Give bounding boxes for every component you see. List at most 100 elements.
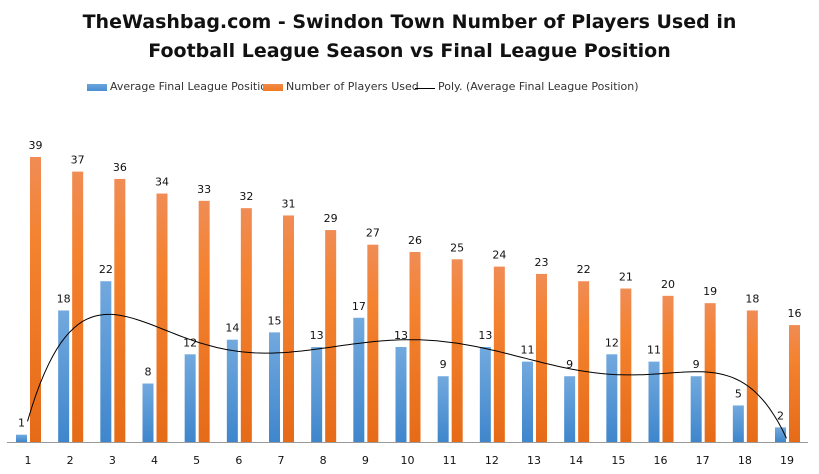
data-label: 15 xyxy=(268,314,282,327)
bar-players-used xyxy=(283,215,294,442)
x-tick-label: 3 xyxy=(109,454,116,467)
bar-average-position xyxy=(479,347,491,442)
bar-average-position xyxy=(269,332,280,442)
data-label: 20 xyxy=(661,278,675,291)
legend-swatch-line xyxy=(415,88,435,89)
x-tick-label: 14 xyxy=(569,454,583,467)
bar-average-position xyxy=(775,427,786,442)
bar-players-used xyxy=(746,310,758,442)
x-tick-label: 8 xyxy=(320,454,327,467)
legend-item-trendline: Poly. (Average Final League Position) xyxy=(415,80,639,93)
data-label: 29 xyxy=(324,212,338,225)
data-label: 12 xyxy=(183,336,197,349)
bar-average-position xyxy=(184,354,196,442)
x-tick-label: 11 xyxy=(443,454,457,467)
bar-average-position xyxy=(353,317,365,442)
bar-average-position xyxy=(16,434,27,442)
bar-average-position xyxy=(522,361,533,442)
x-tick-label: 9 xyxy=(362,454,369,467)
bar-players-used xyxy=(620,288,632,442)
legend-item-average-position: Average Final League Position xyxy=(87,80,274,93)
data-label: 39 xyxy=(29,139,43,152)
data-label: 12 xyxy=(605,336,619,349)
data-label: 22 xyxy=(577,263,591,276)
chart-title-line-1: TheWashbag.com - Swindon Town Number of … xyxy=(82,11,737,33)
data-label: 14 xyxy=(225,322,239,335)
legend-label: Average Final League Position xyxy=(110,80,275,93)
data-label: 24 xyxy=(492,249,506,262)
bar-average-position xyxy=(732,405,744,442)
data-label: 31 xyxy=(282,197,296,210)
bar-average-position xyxy=(100,281,112,442)
data-label: 13 xyxy=(310,329,324,342)
bar-average-position xyxy=(437,376,449,442)
bar-players-used xyxy=(114,178,126,442)
bar-average-position xyxy=(311,347,323,442)
legend-swatch-blue xyxy=(87,84,107,91)
x-tick-label: 1 xyxy=(25,454,32,467)
data-label: 25 xyxy=(450,241,464,254)
bar-players-used xyxy=(789,325,800,442)
data-label: 2 xyxy=(777,409,784,422)
data-label: 34 xyxy=(155,176,169,189)
data-label: 9 xyxy=(566,358,573,371)
bar-players-used xyxy=(409,252,421,442)
bar-players-used xyxy=(493,266,505,442)
chart-title: TheWashbag.com - Swindon Town Number of … xyxy=(0,8,819,66)
legend-item-players-used: Number of Players Used xyxy=(263,80,419,93)
bar-players-used xyxy=(72,171,84,442)
x-tick-label: 7 xyxy=(278,454,285,467)
data-label: 26 xyxy=(408,234,422,247)
bar-average-position xyxy=(226,339,238,442)
bar-players-used xyxy=(536,273,547,442)
x-tick-label: 16 xyxy=(654,454,668,467)
legend-label: Number of Players Used xyxy=(286,80,419,93)
data-label: 8 xyxy=(145,366,152,379)
bar-players-used xyxy=(367,244,379,442)
data-label: 21 xyxy=(619,271,633,284)
x-tick-label: 12 xyxy=(485,454,499,467)
bar-average-position xyxy=(142,383,154,442)
x-tick-label: 2 xyxy=(67,454,74,467)
data-label: 27 xyxy=(366,227,380,240)
bar-players-used xyxy=(198,200,210,442)
x-tick-label: 10 xyxy=(401,454,415,467)
data-label: 9 xyxy=(440,358,447,371)
data-label: 19 xyxy=(703,285,717,298)
data-label: 23 xyxy=(535,256,549,269)
bar-players-used xyxy=(30,157,41,442)
data-label: 13 xyxy=(478,329,492,342)
x-tick-label: 5 xyxy=(193,454,200,467)
x-tick-label: 4 xyxy=(151,454,158,467)
bar-players-used xyxy=(451,259,463,442)
data-label: 22 xyxy=(99,263,113,276)
x-tick-label: 18 xyxy=(738,454,752,467)
bar-players-used xyxy=(240,208,252,442)
bar-average-position xyxy=(606,354,618,442)
trendline-polynomial xyxy=(27,313,787,439)
data-label: 18 xyxy=(57,292,71,305)
legend-label: Poly. (Average Final League Position) xyxy=(438,80,639,93)
x-tick-label: 19 xyxy=(780,454,794,467)
bar-players-used xyxy=(156,193,168,442)
data-label: 18 xyxy=(745,292,759,305)
bar-average-position xyxy=(395,347,407,442)
x-tick-label: 6 xyxy=(235,454,242,467)
data-label: 16 xyxy=(788,307,802,320)
legend-swatch-orange xyxy=(263,84,283,91)
bar-players-used xyxy=(325,230,337,442)
data-label: 13 xyxy=(394,329,408,342)
bar-players-used xyxy=(578,281,590,442)
chart-title-line-2: Football League Season vs Final League P… xyxy=(148,40,671,62)
x-tick-label: 13 xyxy=(527,454,541,467)
bar-players-used xyxy=(662,295,674,442)
data-label: 1 xyxy=(18,417,25,430)
data-label: 9 xyxy=(693,358,700,371)
bar-average-position xyxy=(690,376,702,442)
data-label: 37 xyxy=(71,154,85,167)
bar-average-position xyxy=(58,310,70,442)
data-label: 11 xyxy=(521,344,535,357)
data-label: 5 xyxy=(735,387,742,400)
data-label: 32 xyxy=(239,190,253,203)
